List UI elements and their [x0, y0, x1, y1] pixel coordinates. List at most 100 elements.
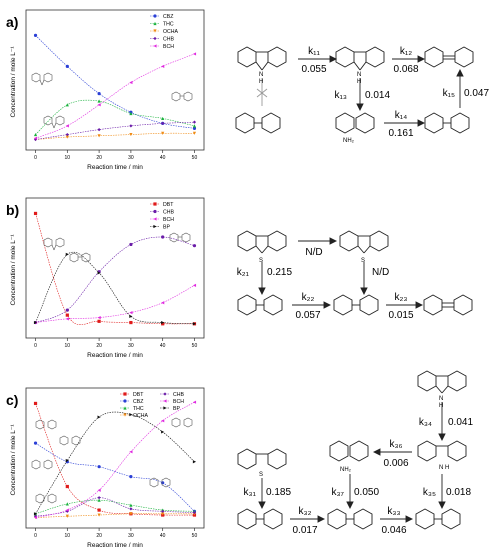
arrowhead-k15: [456, 68, 464, 77]
data-point-bch: [33, 515, 38, 520]
rate-v-a-4: 0.161: [388, 128, 413, 139]
data-point-thc: [192, 124, 197, 128]
rate-v-c-2: 0.006: [383, 458, 408, 469]
blocked-cross-2: [256, 88, 268, 98]
data-point-ocha: [97, 513, 101, 517]
data-point-chb: [33, 137, 38, 142]
data-point-bp: [192, 322, 197, 326]
plot-frame-b: [25, 197, 205, 339]
rate-v-c-4: 0.050: [354, 487, 379, 498]
inset-tetrahydrocarbazole-a: [43, 115, 65, 129]
arrowhead-k13: [356, 103, 364, 112]
mol-atom-c-2: H: [439, 403, 443, 409]
data-point-bch: [129, 80, 133, 85]
data-point-chb: [129, 507, 133, 511]
data-point-dbt: [65, 484, 69, 489]
legend-label: THC: [133, 406, 144, 412]
data-point-chb: [192, 510, 197, 515]
data-point-bch: [161, 301, 165, 305]
series-c: [33, 400, 197, 520]
rate-v-c-7: 0.046: [381, 525, 406, 536]
rate-v-a-5: 0.047: [464, 88, 489, 99]
y-axis-label-a: Concentration / mole L⁻¹: [10, 46, 17, 118]
data-point-bch: [65, 317, 69, 321]
panel-c: c) Concentration / mole L⁻¹ Reaction tim…: [6, 370, 473, 549]
inset-bp-c: [59, 435, 81, 446]
data-point-cbz: [97, 465, 101, 469]
rate-v-c-3: 0.185: [266, 487, 291, 498]
data-point-bch: [97, 488, 101, 492]
x-tick-label: 50: [192, 155, 198, 161]
rate-k-b-2: k₂₁: [237, 267, 250, 278]
legend-label: BCH: [163, 217, 174, 223]
series-line-thc: [35, 99, 195, 135]
rate-k-c-5: k₃₅: [423, 487, 436, 498]
x-ticks-b: 0 10 20 30 40 50: [34, 338, 197, 349]
mol-chb: [424, 112, 470, 134]
panel-label-b: b): [6, 202, 19, 218]
x-tick-label: 20: [96, 343, 102, 349]
data-point-bp: [161, 320, 165, 325]
data-point-bp: [129, 413, 133, 417]
data-point-bch: [161, 419, 165, 423]
arrowhead-k22: [323, 301, 332, 309]
legend-marker: [153, 209, 157, 214]
arrowhead-k33: [405, 515, 414, 523]
rate-k-c-4: k₃₇: [331, 487, 344, 498]
x-tick-label: 0: [34, 155, 37, 161]
legend-label: BCH: [173, 399, 184, 405]
data-point-thc: [65, 103, 69, 107]
arrowhead-nd-1: [329, 237, 338, 245]
legend-label: CBZ: [133, 399, 143, 405]
legend-label: OCHA: [133, 413, 149, 419]
data-point-ocha: [129, 132, 133, 137]
plot-frame-c: [25, 387, 205, 529]
x-tick-label: 50: [192, 533, 198, 539]
data-point-thc: [129, 111, 133, 116]
x-tick-label: 10: [65, 533, 71, 539]
data-point-dbt: [129, 320, 133, 325]
data-point-chb: [97, 128, 101, 132]
mol-atom-a-5: NH₂: [343, 138, 355, 144]
data-point-bch: [192, 52, 197, 56]
data-point-thc: [65, 502, 69, 506]
rate-v-b-2: 0.215: [267, 267, 292, 278]
x-ticks-c: 0 10 20 30 40 50: [34, 528, 197, 539]
mol-atom-a-2: H: [259, 79, 263, 85]
inset-dbt-c: [35, 419, 57, 430]
rate-k-a-2: k₁₂: [400, 46, 412, 57]
data-point-bch: [192, 283, 197, 287]
rate-k-b-1: N/D: [305, 247, 322, 258]
rate-v-a-1: 0.055: [301, 64, 326, 75]
mol-bicyclohexylidene: [424, 46, 474, 68]
legend-marker: [153, 21, 157, 26]
x-tick-label: 20: [96, 533, 102, 539]
mol-carbazole-c: [417, 370, 467, 394]
rate-v-b-4: 0.057: [295, 310, 320, 321]
data-point-cbz: [129, 475, 133, 479]
legend-label: DBT: [163, 202, 174, 208]
x-axis-label-c: Reaction time / min: [87, 542, 143, 549]
scheme-b: [237, 230, 473, 316]
data-point-cbz: [33, 33, 38, 37]
arrowhead-k34: [438, 433, 446, 442]
inset-bicyclohexyl-a: [171, 91, 193, 102]
inset-carbazole-c: [31, 459, 53, 470]
x-tick-label: 10: [65, 343, 71, 349]
data-point-chb: [192, 244, 197, 248]
legend-marker: [163, 406, 167, 410]
legend-marker: [123, 392, 127, 396]
rate-k-b-3: N/D: [372, 267, 389, 278]
data-point-cbz: [161, 481, 165, 485]
data-point-dbt: [97, 319, 101, 323]
data-point-thc: [97, 99, 101, 103]
data-point-chb: [161, 121, 165, 125]
series-line-ocha: [35, 132, 195, 140]
x-tick-label: 30: [128, 155, 134, 161]
mol-atom-c-5: H: [445, 465, 449, 471]
x-tick-label: 0: [34, 343, 37, 349]
mol-atom-c-6: S: [259, 472, 263, 478]
data-point-chb: [192, 120, 197, 124]
data-point-bch: [192, 400, 197, 404]
x-tick-label: 40: [160, 343, 166, 349]
